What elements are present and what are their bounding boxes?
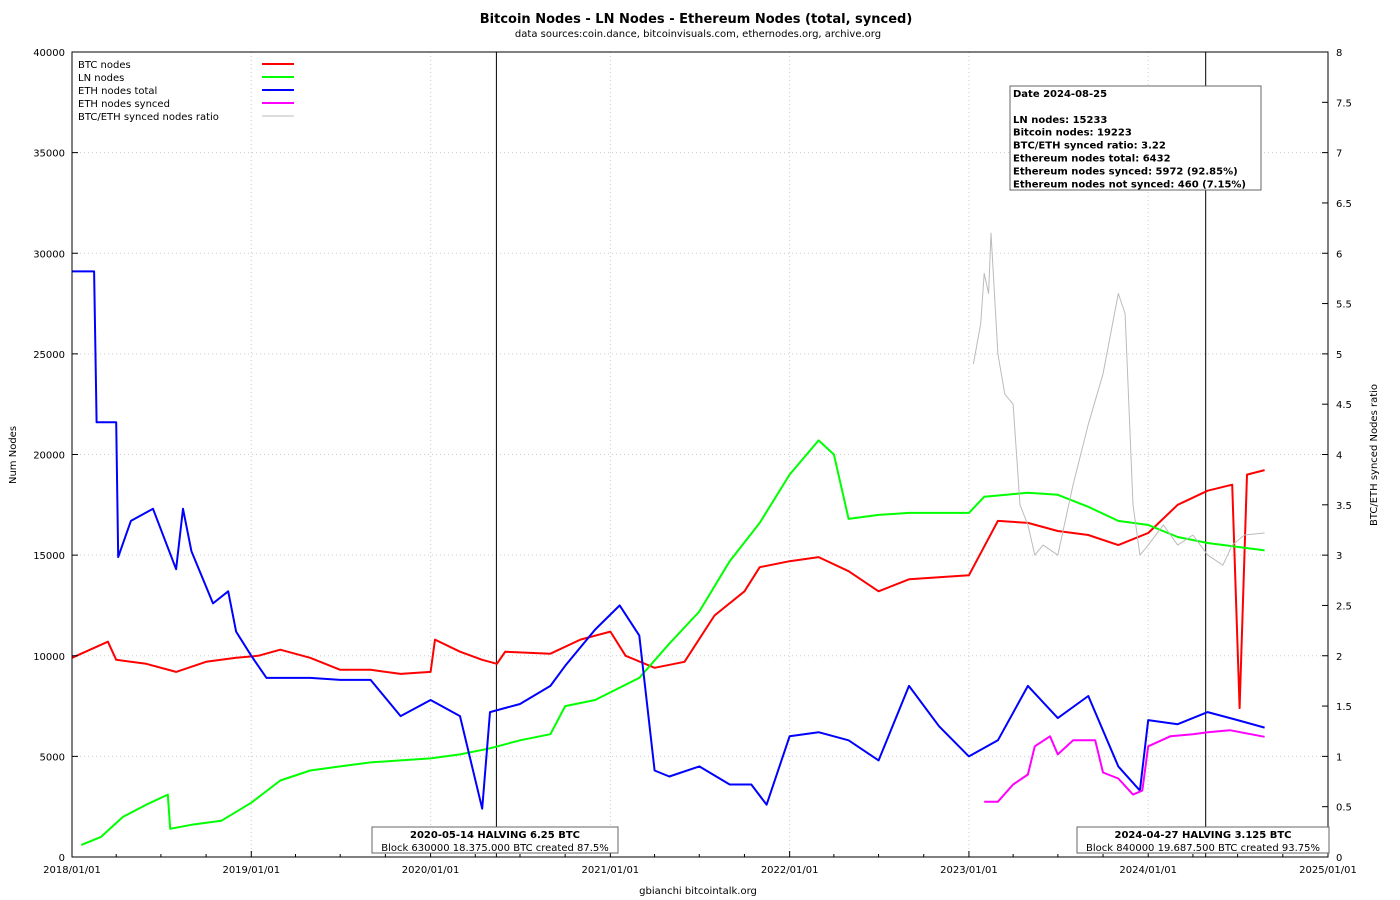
y2-tick-label: 2.5	[1336, 601, 1352, 612]
info-line: Ethereum nodes total: 6432	[1013, 154, 1171, 165]
x-tick-label: 2022/01/01	[761, 865, 819, 876]
x-tick-label: 2023/01/01	[940, 865, 998, 876]
info-line: Ethereum nodes synced: 5972 (92.85%)	[1013, 166, 1238, 177]
chart-title: Bitcoin Nodes - LN Nodes - Ethereum Node…	[480, 12, 913, 27]
legend: BTC nodes LN nodes ETH nodes total ETH node…	[78, 60, 294, 123]
y2-tick-label: 0	[1336, 853, 1342, 864]
y2-tick-label: 4.5	[1336, 400, 1352, 411]
x-axis-label: gbianchi bitcointalk.org	[639, 886, 757, 897]
y2-tick-label: 6	[1336, 249, 1342, 260]
x-tick-label: 2021/01/01	[582, 865, 640, 876]
y2-axis-label: BTC/ETH synced Nodes ratio	[1369, 384, 1380, 526]
y2-tick-label: 7.5	[1336, 98, 1352, 109]
y2-tick-label: 4	[1336, 451, 1342, 462]
y2-tick-label: 7	[1336, 149, 1342, 160]
series-layer	[71, 52, 1265, 857]
series-line-4	[984, 729, 1265, 803]
legend-label: BTC/ETH synced nodes ratio	[78, 112, 219, 123]
series-line-5	[972, 232, 1265, 566]
info-line: LN nodes: 15233	[1013, 115, 1107, 126]
y-tick-label: 35000	[33, 149, 65, 160]
y2-tick-label: 6.5	[1336, 199, 1352, 210]
y2-tick-label: 2	[1336, 652, 1342, 663]
y-axis-label: Num Nodes	[8, 426, 19, 484]
x-tick-label: 2024/01/01	[1119, 865, 1177, 876]
y-tick-label: 0	[59, 853, 65, 864]
series-line-3	[72, 270, 1265, 810]
y2-tick-label: 1.5	[1336, 702, 1352, 713]
info-line: Date 2024-08-25	[1013, 89, 1107, 100]
halving-2024-title: 2024-04-27 HALVING 3.125 BTC	[1115, 830, 1292, 841]
x-tick-label: 2020/01/01	[402, 865, 460, 876]
axes: 2018/01/01 2019/01/01 2020/01/01 2021/01/01…	[33, 48, 1357, 876]
halving-2024-box	[1076, 826, 1330, 854]
legend-label: LN nodes	[78, 73, 124, 84]
info-line: Bitcoin nodes: 19223	[1013, 128, 1132, 139]
info-line: BTC/ETH synced ratio: 3.22	[1013, 141, 1166, 152]
y2-tick-label: 1	[1336, 752, 1342, 763]
y-tick-label: 40000	[33, 48, 65, 59]
y-tick-label: 25000	[33, 350, 65, 361]
y-tick-label: 20000	[33, 451, 65, 462]
y-tick-label: 5000	[40, 752, 65, 763]
legend-label: BTC nodes	[78, 60, 131, 71]
annotations: Date 2024-08-25 LN nodes: 15233 Bitcoin no…	[371, 85, 1330, 854]
y2-tick-label: 5.5	[1336, 300, 1352, 311]
info-box	[1009, 85, 1262, 191]
chart-subtitle: data sources:coin.dance, bitcoinvisuals.…	[515, 29, 881, 40]
series-line-2	[80, 439, 1265, 846]
x-tick-label: 2018/01/01	[43, 865, 101, 876]
y2-tick-label: 5	[1336, 350, 1342, 361]
y2-tick-label: 8	[1336, 48, 1342, 59]
grid	[72, 52, 1328, 857]
y-tick-label: 10000	[33, 652, 65, 663]
plot-frame	[71, 51, 1329, 858]
legend-label: ETH nodes synced	[78, 99, 170, 110]
x-tick-label: 2025/01/01	[1299, 865, 1357, 876]
y2-tick-label: 3	[1336, 551, 1342, 562]
y-tick-label: 30000	[33, 249, 65, 260]
halving-2024-subtitle: Block 840000 19.687.500 BTC created 93.7…	[1086, 843, 1320, 854]
y2-tick-label: 0.5	[1336, 803, 1352, 814]
halving-2020-subtitle: Block 630000 18.375.000 BTC created 87.5…	[381, 843, 609, 854]
x-tick-label: 2019/01/01	[222, 865, 280, 876]
legend-label: ETH nodes total	[78, 86, 157, 97]
info-line: Ethereum nodes not synced: 460 (7.15%)	[1013, 179, 1246, 190]
y2-tick-label: 3.5	[1336, 501, 1352, 512]
y-tick-label: 15000	[33, 551, 65, 562]
halving-2020-title: 2020-05-14 HALVING 6.25 BTC	[410, 830, 580, 841]
series-line-1	[71, 469, 1265, 710]
halving-2020-box	[371, 826, 619, 854]
